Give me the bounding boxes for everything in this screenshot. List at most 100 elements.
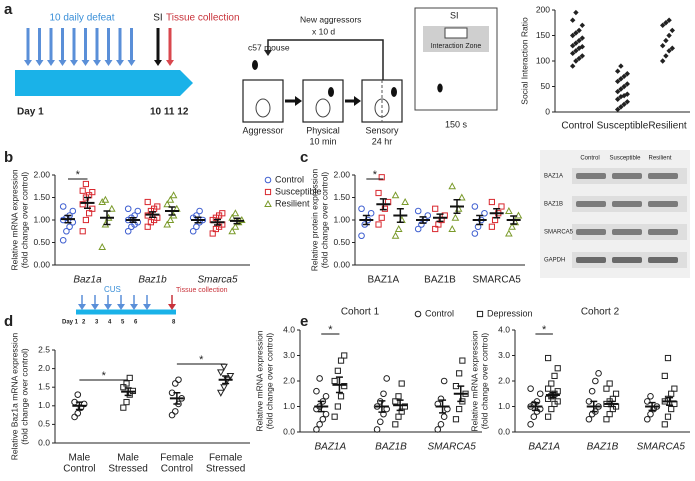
- data-point: [661, 372, 668, 379]
- data-point: [154, 203, 161, 210]
- y-tick-label: 0.0: [283, 426, 295, 436]
- data-point: [471, 230, 479, 237]
- data-point: [663, 53, 669, 59]
- data-point: [606, 411, 613, 418]
- data-point: [220, 384, 228, 392]
- y-tick-label: 3.0: [283, 350, 295, 360]
- label: 3: [95, 320, 99, 326]
- data-point: [573, 40, 579, 46]
- data-point: [341, 352, 348, 359]
- data-point: [59, 203, 67, 210]
- data-point: [527, 421, 534, 428]
- data-point: [377, 418, 384, 426]
- y-tick-label: 2.0: [498, 375, 510, 385]
- label: Physical: [306, 125, 340, 135]
- y-tick-label: 1.50: [333, 192, 350, 202]
- data-point: [569, 42, 576, 49]
- y-axis-label: Relative mRNA expression: [9, 169, 19, 270]
- data-point: [614, 68, 621, 74]
- data-point: [163, 220, 172, 228]
- data-point: [569, 63, 576, 69]
- data-point: [576, 55, 582, 62]
- data-point: [98, 242, 107, 250]
- y-tick-label: 0.00: [33, 259, 50, 269]
- blot-band: [612, 201, 642, 207]
- arrow-head: [58, 60, 67, 66]
- x-tick-label: BAZ1A: [314, 442, 346, 453]
- data-point: [59, 236, 67, 244]
- data-point: [107, 204, 116, 212]
- error-bar: [436, 213, 444, 223]
- label: 6: [134, 320, 138, 326]
- error-bar: [590, 400, 598, 413]
- error-bar: [476, 214, 484, 226]
- data-point: [166, 215, 175, 223]
- data-point: [124, 205, 132, 213]
- x-tick-label: Susceptible: [597, 121, 649, 132]
- label: SMARCA5: [544, 230, 574, 236]
- data-point: [440, 377, 448, 385]
- label: Interaction Zone: [431, 43, 482, 50]
- arrow-head: [81, 60, 90, 66]
- y-axis-label: Relative mRNA expression: [254, 330, 264, 431]
- panel-label: b: [4, 149, 13, 166]
- data-point: [123, 398, 130, 406]
- data-point: [659, 22, 666, 29]
- data-point: [545, 385, 552, 392]
- y-tick-label: 0.0: [38, 437, 50, 447]
- y-tick-label: 200: [536, 4, 550, 14]
- data-point: [394, 224, 403, 232]
- data-point: [505, 206, 513, 214]
- data-point: [663, 37, 669, 44]
- y-tick-label: 0.0: [498, 426, 510, 436]
- data-point: [579, 44, 586, 50]
- legend-marker: [414, 310, 422, 318]
- label: Control: [580, 156, 599, 162]
- mouse-icon: [252, 60, 258, 70]
- data-point: [643, 415, 651, 423]
- data-point: [647, 393, 654, 400]
- data-point: [545, 413, 552, 420]
- y-tick-label: 1.00: [33, 214, 50, 224]
- data-point: [606, 380, 613, 387]
- error-bar: [439, 399, 447, 414]
- data-point: [488, 198, 495, 206]
- x-tick-label: BAZ1B: [424, 275, 456, 286]
- arrow-head: [127, 60, 136, 66]
- data-point: [437, 421, 445, 428]
- significance-star: *: [328, 324, 333, 336]
- x-tick-label: Male: [117, 453, 139, 464]
- y-tick-label: 2.0: [38, 363, 50, 373]
- y-axis-label: (fold change over control): [19, 172, 29, 269]
- y-tick-label: 4.0: [498, 324, 510, 334]
- y-axis-label: (fold change over control): [264, 333, 274, 430]
- data-point: [101, 195, 110, 203]
- arrow-head: [116, 60, 124, 66]
- arrow-head: [143, 304, 151, 310]
- data-point: [334, 403, 341, 410]
- x-tick-label: SMARCA5: [427, 442, 476, 453]
- data-point: [624, 81, 631, 87]
- y-tick-label: 1.00: [333, 214, 350, 224]
- data-point: [481, 209, 488, 217]
- data-point: [614, 96, 621, 102]
- label: BAZ1A: [544, 174, 563, 180]
- error-bar: [362, 214, 370, 226]
- arrow-head: [70, 60, 78, 66]
- error-bar: [124, 387, 132, 397]
- label: CUS: [104, 285, 121, 294]
- arrow-head: [78, 304, 86, 310]
- data-point: [457, 193, 466, 201]
- label: SI: [450, 10, 459, 20]
- arrow-head: [93, 60, 101, 66]
- label: GAPDH: [544, 258, 565, 264]
- data-point: [432, 205, 439, 212]
- data-point: [69, 207, 77, 215]
- data-point: [331, 413, 338, 420]
- data-point: [666, 17, 672, 23]
- data-point: [358, 232, 365, 240]
- error-bar: [531, 401, 539, 412]
- panel-label: c: [300, 149, 308, 166]
- data-point: [448, 182, 457, 190]
- y-tick-label: 1.0: [283, 401, 295, 411]
